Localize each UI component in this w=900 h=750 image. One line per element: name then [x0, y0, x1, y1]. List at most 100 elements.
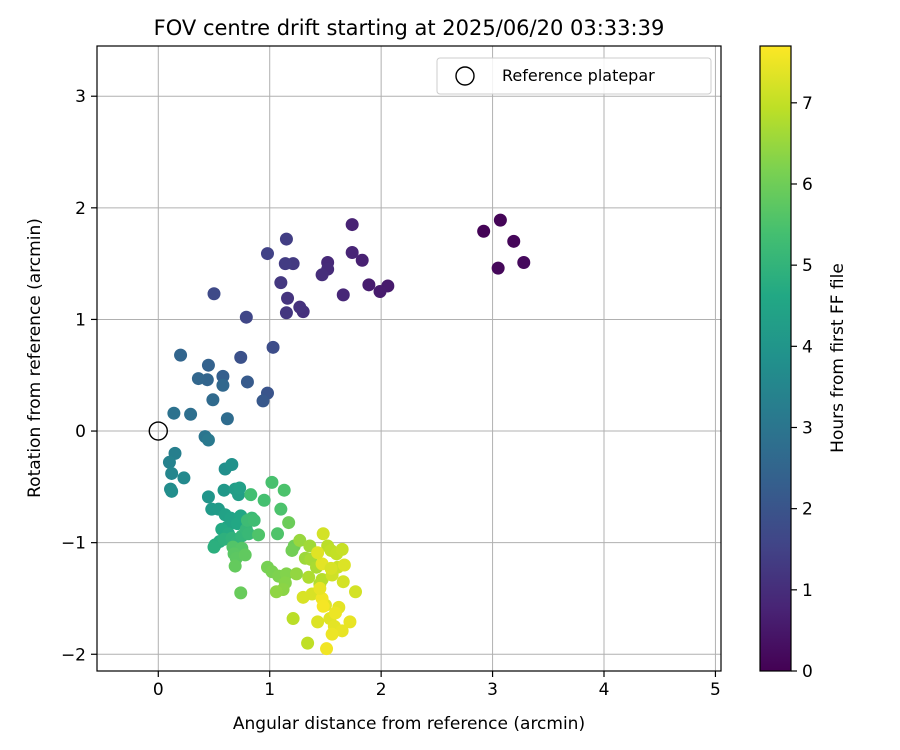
x-tick-label: 0 — [153, 680, 164, 700]
colorbar-tick-label: 3 — [802, 418, 813, 438]
data-point — [336, 575, 350, 589]
colorbar-tick-label: 0 — [802, 662, 813, 682]
data-point — [279, 306, 293, 320]
data-point — [269, 585, 283, 599]
data-point — [247, 513, 261, 527]
colorbar-tick-label: 5 — [802, 256, 813, 276]
y-tick-label: 1 — [75, 310, 86, 330]
data-point — [225, 458, 239, 472]
data-point — [266, 340, 280, 354]
data-point — [355, 253, 369, 267]
data-point — [313, 581, 327, 595]
data-point — [286, 612, 300, 626]
colorbar-tick-label: 7 — [802, 94, 813, 114]
data-point — [274, 276, 288, 290]
x-tick-label: 3 — [487, 680, 498, 700]
data-point — [517, 256, 531, 270]
data-point — [335, 624, 349, 638]
colorbar-ticks: 0 1 2 3 4 5 6 7 — [791, 94, 813, 682]
data-point — [184, 407, 198, 421]
data-point — [239, 310, 253, 324]
data-point — [167, 406, 181, 420]
data-point — [278, 257, 292, 271]
data-point — [201, 490, 215, 504]
data-point — [302, 570, 316, 584]
data-point — [477, 224, 491, 238]
y-tick-label: −1 — [61, 534, 86, 554]
data-point — [293, 533, 307, 547]
data-point — [260, 247, 274, 261]
colorbar-tick-label: 4 — [802, 337, 813, 357]
data-point — [311, 615, 325, 629]
data-point — [315, 268, 329, 282]
data-point — [191, 372, 205, 386]
y-axis-label: Rotation from reference (arcmin) — [25, 218, 45, 498]
data-point — [373, 285, 387, 299]
x-tick-label: 2 — [376, 680, 387, 700]
data-point — [216, 369, 230, 383]
data-point — [207, 540, 221, 554]
data-point — [335, 542, 349, 556]
plot-frame — [96, 45, 722, 672]
legend-open-circle-icon — [455, 66, 475, 86]
data-point — [220, 412, 234, 426]
data-point — [228, 559, 242, 573]
colorbar: 0 1 2 3 4 5 6 7 Hours from first FF file — [759, 45, 848, 682]
data-point — [206, 393, 220, 407]
data-point — [325, 627, 339, 641]
data-point — [324, 561, 338, 575]
data-point — [285, 543, 299, 557]
grid-lines — [97, 46, 721, 671]
data-point — [320, 642, 334, 656]
x-axis-ticks: 0 1 2 3 4 5 — [153, 671, 721, 700]
data-point — [201, 433, 215, 447]
data-point — [337, 558, 351, 572]
data-point — [328, 606, 342, 620]
colorbar-tick-label: 2 — [802, 500, 813, 520]
data-point — [165, 484, 179, 498]
x-tick-label: 5 — [710, 680, 721, 700]
y-tick-label: 2 — [75, 199, 86, 219]
data-point — [162, 455, 176, 469]
data-point — [256, 394, 270, 408]
data-point — [279, 232, 293, 246]
x-axis-label: Angular distance from reference (arcmin) — [233, 714, 585, 734]
data-point — [289, 567, 303, 581]
data-point — [282, 516, 296, 530]
chart-title: FOV centre drift starting at 2025/06/20 … — [154, 16, 665, 40]
data-point — [216, 378, 230, 392]
data-point — [165, 466, 179, 480]
data-point — [234, 350, 248, 364]
data-point — [274, 502, 288, 516]
data-point — [174, 348, 188, 362]
data-point — [316, 527, 330, 541]
colorbar-tick-label: 6 — [802, 175, 813, 195]
data-point — [336, 288, 350, 302]
data-point — [217, 483, 231, 497]
data-point — [281, 291, 295, 305]
y-tick-label: 3 — [75, 87, 86, 107]
data-point — [343, 615, 357, 629]
data-point — [345, 245, 359, 259]
y-tick-label: −2 — [61, 645, 86, 665]
legend: Reference platepar — [436, 57, 712, 95]
legend-entry-label: Reference platepar — [502, 66, 655, 85]
data-point — [296, 590, 310, 604]
data-point — [240, 375, 254, 389]
data-point — [177, 471, 191, 485]
y-axis-ticks: −2 −1 0 1 2 3 — [61, 87, 97, 665]
y-tick-label: 0 — [75, 422, 86, 442]
data-point — [301, 636, 315, 650]
data-point — [234, 586, 248, 600]
data-point — [265, 475, 279, 489]
data-point — [493, 213, 507, 227]
data-point — [233, 481, 247, 495]
data-point — [316, 599, 330, 613]
colorbar-label: Hours from first FF file — [828, 263, 848, 453]
x-tick-label: 1 — [264, 680, 275, 700]
legend-box — [436, 57, 712, 95]
data-point — [277, 483, 291, 497]
data-point — [238, 548, 252, 562]
data-point — [257, 493, 271, 507]
